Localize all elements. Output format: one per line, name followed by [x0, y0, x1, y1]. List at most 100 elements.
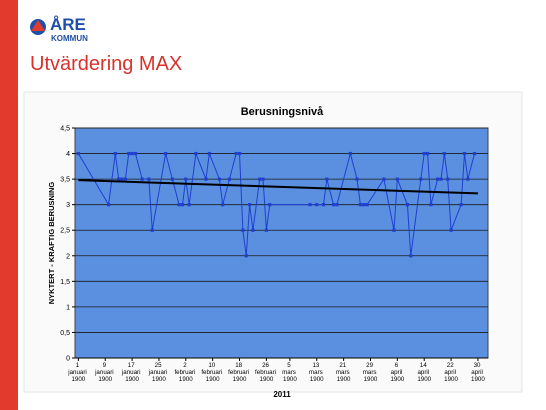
data-point — [449, 228, 453, 232]
data-point — [106, 203, 111, 207]
logo: ÅRE KOMMUN — [30, 15, 88, 43]
x-tick-label: 10 februari 1900 — [201, 362, 224, 383]
data-point — [177, 203, 181, 207]
data-point — [459, 203, 463, 207]
x-tick-label: 25 januari 1900 — [148, 362, 169, 383]
data-point — [244, 254, 248, 258]
x-tick-label: 21 mars 1900 — [336, 362, 351, 383]
data-point — [258, 177, 262, 181]
y-axis-label: NYKTERT - KRAFTIG BERUSNING — [47, 182, 56, 305]
y-tick-label: 3 — [66, 202, 70, 209]
data-point — [113, 151, 117, 156]
x-tick-label: 2 februari 1900 — [174, 362, 197, 383]
data-point — [207, 151, 211, 156]
x-axis-label: 2011 — [273, 390, 291, 399]
logo-icon — [31, 20, 45, 31]
data-point — [251, 228, 255, 232]
data-point — [180, 203, 185, 207]
data-point — [429, 203, 433, 207]
logo-sub: KOMMUN — [51, 34, 88, 43]
x-tick-label: 1 januari 1900 — [67, 362, 88, 383]
data-point — [358, 203, 363, 207]
data-point — [365, 203, 369, 207]
data-point — [331, 203, 336, 207]
x-tick-label: 5 mars 1900 — [282, 362, 297, 383]
data-point — [315, 203, 319, 207]
data-point — [392, 228, 396, 232]
side-bar — [0, 0, 18, 410]
data-point — [117, 177, 121, 181]
logo-name: ÅRE — [50, 15, 86, 34]
data-point — [348, 151, 352, 156]
data-point — [472, 151, 477, 156]
data-point — [234, 151, 238, 156]
data-point — [123, 177, 127, 181]
data-point — [150, 228, 154, 232]
data-point — [436, 177, 440, 181]
data-point — [187, 203, 191, 207]
x-tick-label: 30 april 1900 — [471, 362, 485, 383]
y-tick-label: 0 — [66, 356, 70, 363]
data-point — [248, 203, 252, 207]
y-tick-label: 0,5 — [60, 330, 70, 337]
data-point — [170, 177, 174, 181]
data-point — [405, 203, 410, 207]
data-point — [442, 151, 446, 156]
data-point — [462, 151, 467, 156]
data-point — [422, 151, 426, 156]
data-point — [395, 177, 399, 181]
data-point — [221, 203, 225, 207]
x-tick-label: 18 februari 1900 — [228, 362, 251, 383]
x-tick-label: 14 april 1900 — [417, 362, 431, 383]
y-tick-label: 4 — [66, 151, 70, 158]
data-point — [164, 151, 168, 156]
data-point — [147, 177, 151, 181]
data-point — [439, 177, 443, 181]
data-point — [325, 177, 329, 181]
data-point — [227, 177, 232, 181]
data-point — [127, 151, 131, 156]
data-point — [261, 177, 265, 181]
data-point — [120, 177, 124, 181]
data-point — [76, 151, 80, 156]
data-point — [194, 151, 198, 156]
data-point — [241, 228, 245, 232]
data-point — [133, 151, 138, 156]
y-tick-label: 1,5 — [60, 279, 70, 286]
data-point — [204, 177, 208, 181]
y-tick-label: 2 — [66, 253, 70, 260]
trend-line — [78, 179, 478, 195]
x-tick-label: 22 april 1900 — [444, 362, 458, 383]
data-point — [268, 203, 272, 207]
x-tick-label: 6 april 1900 — [390, 362, 404, 383]
data-point — [321, 203, 326, 207]
y-tick-label: 4,5 — [60, 126, 70, 133]
data-point — [184, 177, 188, 181]
data-point — [362, 203, 366, 207]
data-point — [130, 151, 134, 156]
data-point — [409, 254, 413, 258]
data-point — [140, 177, 144, 181]
data-point — [466, 177, 470, 181]
x-tick-label: 13 mars 1900 — [309, 362, 324, 383]
data-point — [355, 177, 359, 181]
y-tick-label: 3,5 — [60, 177, 70, 184]
x-tick-label: 26 februari 1900 — [255, 362, 278, 383]
x-tick-label: 9 januari 1900 — [94, 362, 115, 383]
x-tick-label: 29 mars 1900 — [363, 362, 378, 383]
data-point — [419, 177, 423, 181]
data-point — [425, 151, 430, 156]
data-point — [264, 228, 268, 232]
data-point — [217, 177, 221, 181]
data-point — [446, 177, 450, 181]
data-point — [335, 203, 339, 207]
plot-area — [74, 127, 489, 359]
data-point — [382, 177, 386, 181]
data-point — [237, 151, 242, 156]
chart-title: Berusningsnivå — [241, 106, 324, 118]
data-point — [308, 203, 312, 207]
slide-title: Utvärdering MAX — [30, 53, 182, 75]
y-tick-label: 1 — [66, 304, 70, 311]
